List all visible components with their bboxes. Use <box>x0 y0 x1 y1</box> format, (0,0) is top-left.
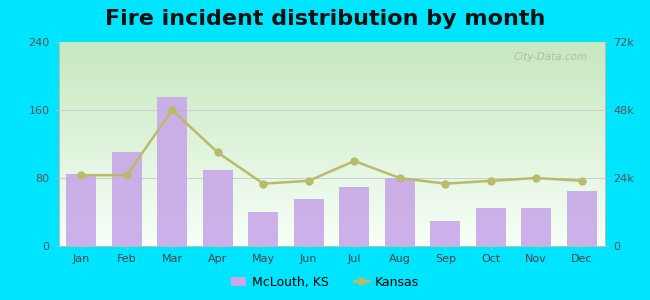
Bar <box>521 208 551 246</box>
Bar <box>248 212 278 246</box>
Bar <box>112 152 142 246</box>
Bar <box>203 169 233 246</box>
Bar <box>294 199 324 246</box>
Bar <box>430 220 460 246</box>
Bar <box>476 208 506 246</box>
Bar <box>385 178 415 246</box>
Legend: McLouth, KS, Kansas: McLouth, KS, Kansas <box>226 271 424 294</box>
Bar <box>157 97 187 246</box>
Bar <box>567 191 597 246</box>
Bar <box>66 174 96 246</box>
Bar <box>339 187 369 246</box>
Text: City-Data.com: City-Data.com <box>514 52 588 62</box>
Text: Fire incident distribution by month: Fire incident distribution by month <box>105 9 545 29</box>
